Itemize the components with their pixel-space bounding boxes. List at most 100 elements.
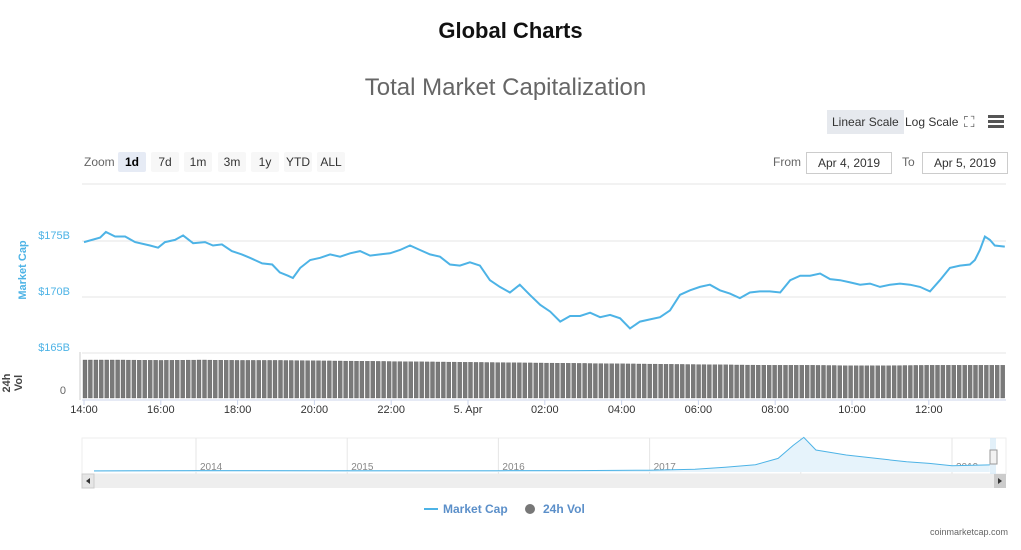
to-label: To — [902, 155, 915, 169]
volume-bar — [169, 360, 175, 399]
arrow-right-icon — [998, 478, 1002, 484]
volume-bar — [767, 365, 772, 399]
linear-scale-button[interactable]: Linear Scale — [827, 110, 904, 134]
legend-dot-icon — [525, 504, 535, 514]
volume-bar — [104, 359, 109, 399]
volume-bar — [120, 359, 126, 399]
navigator-handle[interactable] — [989, 449, 998, 465]
volume-bar — [973, 365, 978, 399]
volume-bar — [137, 360, 142, 399]
volume-bar — [354, 361, 359, 399]
volume-bar — [891, 365, 897, 399]
volume-bar — [696, 364, 701, 399]
expand-icon[interactable]: ⛶ — [964, 114, 975, 131]
volume-bar — [99, 359, 104, 399]
to-date-input[interactable]: Apr 5, 2019 — [922, 152, 1008, 174]
navigator-year-label: 2015 — [351, 462, 374, 473]
x-tick-label: 10:00 — [838, 404, 866, 416]
volume-bar — [131, 359, 137, 399]
credit-link[interactable]: coinmarketcap.com — [930, 527, 1008, 537]
volume-bar — [647, 363, 652, 399]
volume-bar — [680, 364, 685, 399]
volume-bar — [864, 365, 870, 399]
volume-bar — [870, 365, 875, 399]
zoom-button-ytd[interactable]: YTD — [284, 152, 312, 172]
volume-bar — [701, 364, 707, 399]
volume-bar — [495, 362, 500, 399]
zoom-button-all[interactable]: ALL — [317, 152, 345, 172]
volume-bar — [805, 365, 810, 399]
volume-bar — [327, 360, 332, 399]
volume-bar — [837, 365, 842, 399]
volume-bar — [691, 364, 696, 399]
x-tick-label: 18:00 — [224, 404, 252, 416]
volume-bar — [262, 360, 267, 399]
zoom-button-1m[interactable]: 1m — [184, 152, 212, 172]
volume-bar — [745, 364, 750, 399]
volume-bar — [940, 365, 946, 399]
volume-bar — [506, 362, 511, 399]
zoom-button-7d[interactable]: 7d — [151, 152, 179, 172]
volume-bar — [213, 360, 218, 399]
volume-bar — [419, 361, 424, 399]
chart-title: Total Market Capitalization — [364, 74, 647, 101]
volume-bar — [902, 365, 908, 399]
volume-bar — [652, 363, 658, 399]
volume-bar — [712, 364, 718, 399]
from-date-input[interactable]: Apr 4, 2019 — [806, 152, 892, 174]
volume-bar — [642, 363, 647, 399]
volume-bar — [180, 360, 185, 399]
volume-bar — [919, 365, 924, 399]
vol-tick-label: 0 — [60, 385, 66, 397]
y2-axis-label-part: 24h — [1, 373, 13, 392]
y2-axis-label-part: Vol — [13, 375, 25, 391]
volume-bar — [338, 360, 343, 399]
zoom-button-1d[interactable]: 1d — [118, 152, 146, 172]
volume-bar — [707, 364, 712, 399]
volume-bar — [305, 360, 310, 399]
volume-bar — [658, 364, 663, 399]
x-tick-label: 20:00 — [301, 404, 329, 416]
volume-bar — [843, 365, 848, 399]
volume-bar — [718, 364, 723, 399]
volume-bar — [93, 359, 99, 399]
navigator-area — [94, 437, 990, 472]
scrollbar-track[interactable] — [82, 474, 1006, 488]
navigator-line — [93, 436, 990, 472]
navigator-year-label: 2017 — [654, 462, 677, 473]
volume-bar — [224, 360, 229, 399]
volume-bar — [995, 365, 1000, 399]
arrow-left-icon — [86, 478, 90, 484]
hamburger-icon[interactable] — [988, 113, 1004, 130]
volume-bar — [739, 364, 745, 399]
volume-bar — [191, 359, 196, 399]
volume-bar — [500, 362, 506, 399]
volume-bar — [479, 362, 484, 399]
zoom-button-3m[interactable]: 3m — [218, 152, 246, 172]
volume-bar — [381, 361, 386, 399]
volume-bar — [989, 365, 994, 399]
volume-bar — [348, 360, 354, 399]
volume-bar — [88, 359, 93, 399]
volume-bar — [614, 363, 620, 399]
volume-bar — [663, 364, 669, 399]
volume-bar — [441, 361, 446, 399]
volume-bar — [685, 364, 690, 399]
volume-bar — [462, 362, 468, 399]
navigator-year-label: 2016 — [502, 462, 525, 473]
volume-bar — [777, 365, 783, 399]
legend-24h-vol[interactable]: 24h Vol — [525, 502, 585, 516]
legend-market-cap[interactable]: Market Cap — [424, 502, 508, 516]
zoom-button-1y[interactable]: 1y — [251, 152, 279, 172]
navigator-year-label: 2014 — [200, 462, 223, 473]
volume-bar — [359, 361, 365, 399]
x-tick-label: 04:00 — [608, 404, 636, 416]
log-scale-button[interactable]: Log Scale — [905, 115, 959, 129]
volume-bar — [522, 362, 527, 399]
volume-bar — [761, 365, 766, 399]
x-tick-label: 22:00 — [377, 404, 405, 416]
volume-bar — [723, 364, 728, 399]
volume-bar — [408, 361, 413, 399]
volume-bar — [310, 360, 316, 399]
